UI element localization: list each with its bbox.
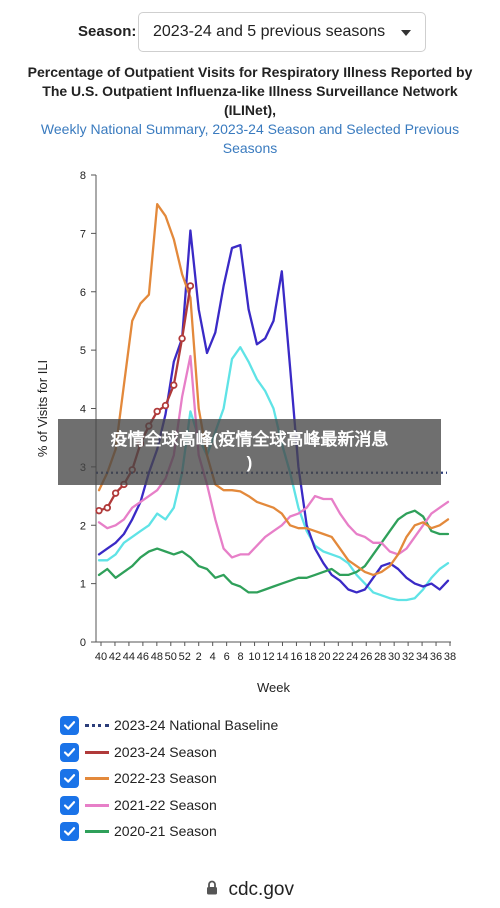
- x-tick-label: 42: [109, 651, 121, 663]
- chart-legend: 2023-24 National Baseline 2023-24 Season…: [60, 715, 460, 848]
- x-tick-label: 4: [210, 651, 216, 663]
- y-tick-label: 7: [80, 228, 86, 240]
- checkbox-checked-icon[interactable]: [60, 795, 79, 815]
- legend-swatch-2023-24: [85, 750, 109, 754]
- url-domain: cdc.gov: [228, 879, 294, 900]
- checkbox-checked-icon[interactable]: [60, 742, 79, 762]
- x-tick-label: 12: [262, 651, 274, 663]
- series-line-s2022: [97, 203, 450, 577]
- chart-subtitle-line: Seasons: [222, 140, 278, 156]
- series-line-s2021: [97, 354, 450, 559]
- x-tick-label: 28: [374, 651, 386, 663]
- x-tick-label: 20: [318, 651, 330, 663]
- watermark-text: 疫情全球高峰(疫情全球高峰最新消息 ): [58, 428, 441, 474]
- x-axis-label: Week: [257, 680, 290, 695]
- x-tick-label: 24: [346, 651, 358, 663]
- series-point-s2023: [178, 334, 186, 343]
- legend-label: 2021-22 Season: [114, 796, 217, 813]
- watermark-line: ): [246, 453, 253, 472]
- x-tick-label: 2: [196, 651, 202, 663]
- series-point-s2023: [170, 381, 178, 389]
- chevron-down-icon: [401, 30, 411, 36]
- x-tick-label: 14: [276, 651, 288, 663]
- x-tick-label: 6: [224, 651, 230, 663]
- x-tick-label: 48: [151, 651, 163, 663]
- season-dropdown[interactable]: 2023-24 and 5 previous seasons: [138, 12, 426, 52]
- series-point-s2023: [153, 407, 161, 416]
- legend-label: 2020-21 Season: [114, 823, 217, 839]
- series-point-s2023: [161, 401, 170, 410]
- x-tick-label: 30: [388, 651, 400, 663]
- x-tick-label: 50: [165, 651, 177, 663]
- legend-item-2020-21[interactable]: 2020-21 Season: [60, 821, 460, 848]
- x-tick-label: 10: [248, 651, 260, 663]
- checkbox-checked-icon[interactable]: [60, 716, 79, 735]
- y-axis-label: % of Visits for ILI: [35, 360, 50, 457]
- checkbox-checked-icon[interactable]: [60, 822, 79, 841]
- x-tick-label: 36: [430, 651, 442, 663]
- legend-swatch-2020-21: [85, 830, 109, 833]
- browser-url-bar[interactable]: cdc.gov: [0, 879, 500, 901]
- legend-swatch-2022-23: [85, 777, 109, 780]
- chart-title-line: (ILINet),: [223, 102, 277, 118]
- y-tick-label: 6: [80, 287, 86, 299]
- checkbox-checked-icon[interactable]: [60, 769, 79, 788]
- x-tick-label: 18: [304, 651, 316, 663]
- y-tick-label: 2: [80, 520, 86, 532]
- season-label: Season:: [78, 23, 137, 40]
- legend-item-2023-24[interactable]: 2023-24 Season: [60, 742, 460, 769]
- x-tick-label: 52: [179, 651, 191, 663]
- series-line-s2020: [97, 509, 450, 594]
- x-tick-label: 38: [444, 651, 456, 663]
- season-selector-row: Season: 2023-24 and 5 previous seasons: [0, 12, 500, 54]
- chart-subtitle-line: Weekly National Summary, 2023-24 Season …: [40, 121, 460, 137]
- y-tick-label: 8: [80, 170, 86, 182]
- series-point-s2023: [186, 282, 195, 290]
- y-tick-label: 5: [80, 345, 86, 357]
- x-tick-label: 26: [360, 651, 372, 663]
- chart-title-line: Percentage of Outpatient Visits for Resp…: [27, 64, 473, 80]
- legend-swatch-baseline: [85, 724, 109, 727]
- legend-label: 2022-23 Season: [114, 770, 217, 786]
- legend-item-baseline[interactable]: 2023-24 National Baseline: [60, 715, 460, 742]
- series-point-s2023: [103, 504, 112, 512]
- x-tick-label: 32: [402, 651, 414, 663]
- y-tick-label: 4: [80, 404, 86, 416]
- x-tick-label: 16: [290, 651, 302, 663]
- legend-label: 2023-24 National Baseline: [114, 717, 279, 733]
- lock-icon: [206, 880, 218, 900]
- x-tick-label: 46: [137, 651, 149, 663]
- chart-title: Percentage of Outpatient Visits for Resp…: [0, 63, 500, 120]
- x-tick-label: 44: [123, 651, 135, 663]
- x-tick-label: 34: [416, 651, 428, 663]
- y-tick-label: 1: [80, 579, 86, 591]
- x-tick-label: 22: [332, 651, 344, 663]
- chart-title-line: The U.S. Outpatient Influenza-like Illne…: [42, 83, 458, 99]
- watermark-line: 疫情全球高峰(疫情全球高峰最新消息: [110, 430, 389, 449]
- x-tick-label: 40: [95, 651, 107, 663]
- series-line-s2018: [97, 346, 450, 602]
- y-tick-label: 0: [80, 637, 86, 649]
- season-dropdown-value: 2023-24 and 5 previous seasons: [153, 23, 386, 40]
- x-tick-label: 8: [238, 651, 244, 663]
- legend-item-2021-22[interactable]: 2021-22 Season: [60, 795, 460, 822]
- legend-swatch-2021-22: [85, 803, 109, 807]
- series-point-s2023: [111, 489, 120, 497]
- legend-item-2022-23[interactable]: 2022-23 Season: [60, 768, 460, 795]
- legend-label: 2023-24 Season: [114, 743, 217, 760]
- chart-subtitle: Weekly National Summary, 2023-24 Season …: [0, 120, 500, 158]
- watermark-overlay: 疫情全球高峰(疫情全球高峰最新消息 ): [58, 419, 441, 485]
- series-point-s2023: [95, 506, 103, 515]
